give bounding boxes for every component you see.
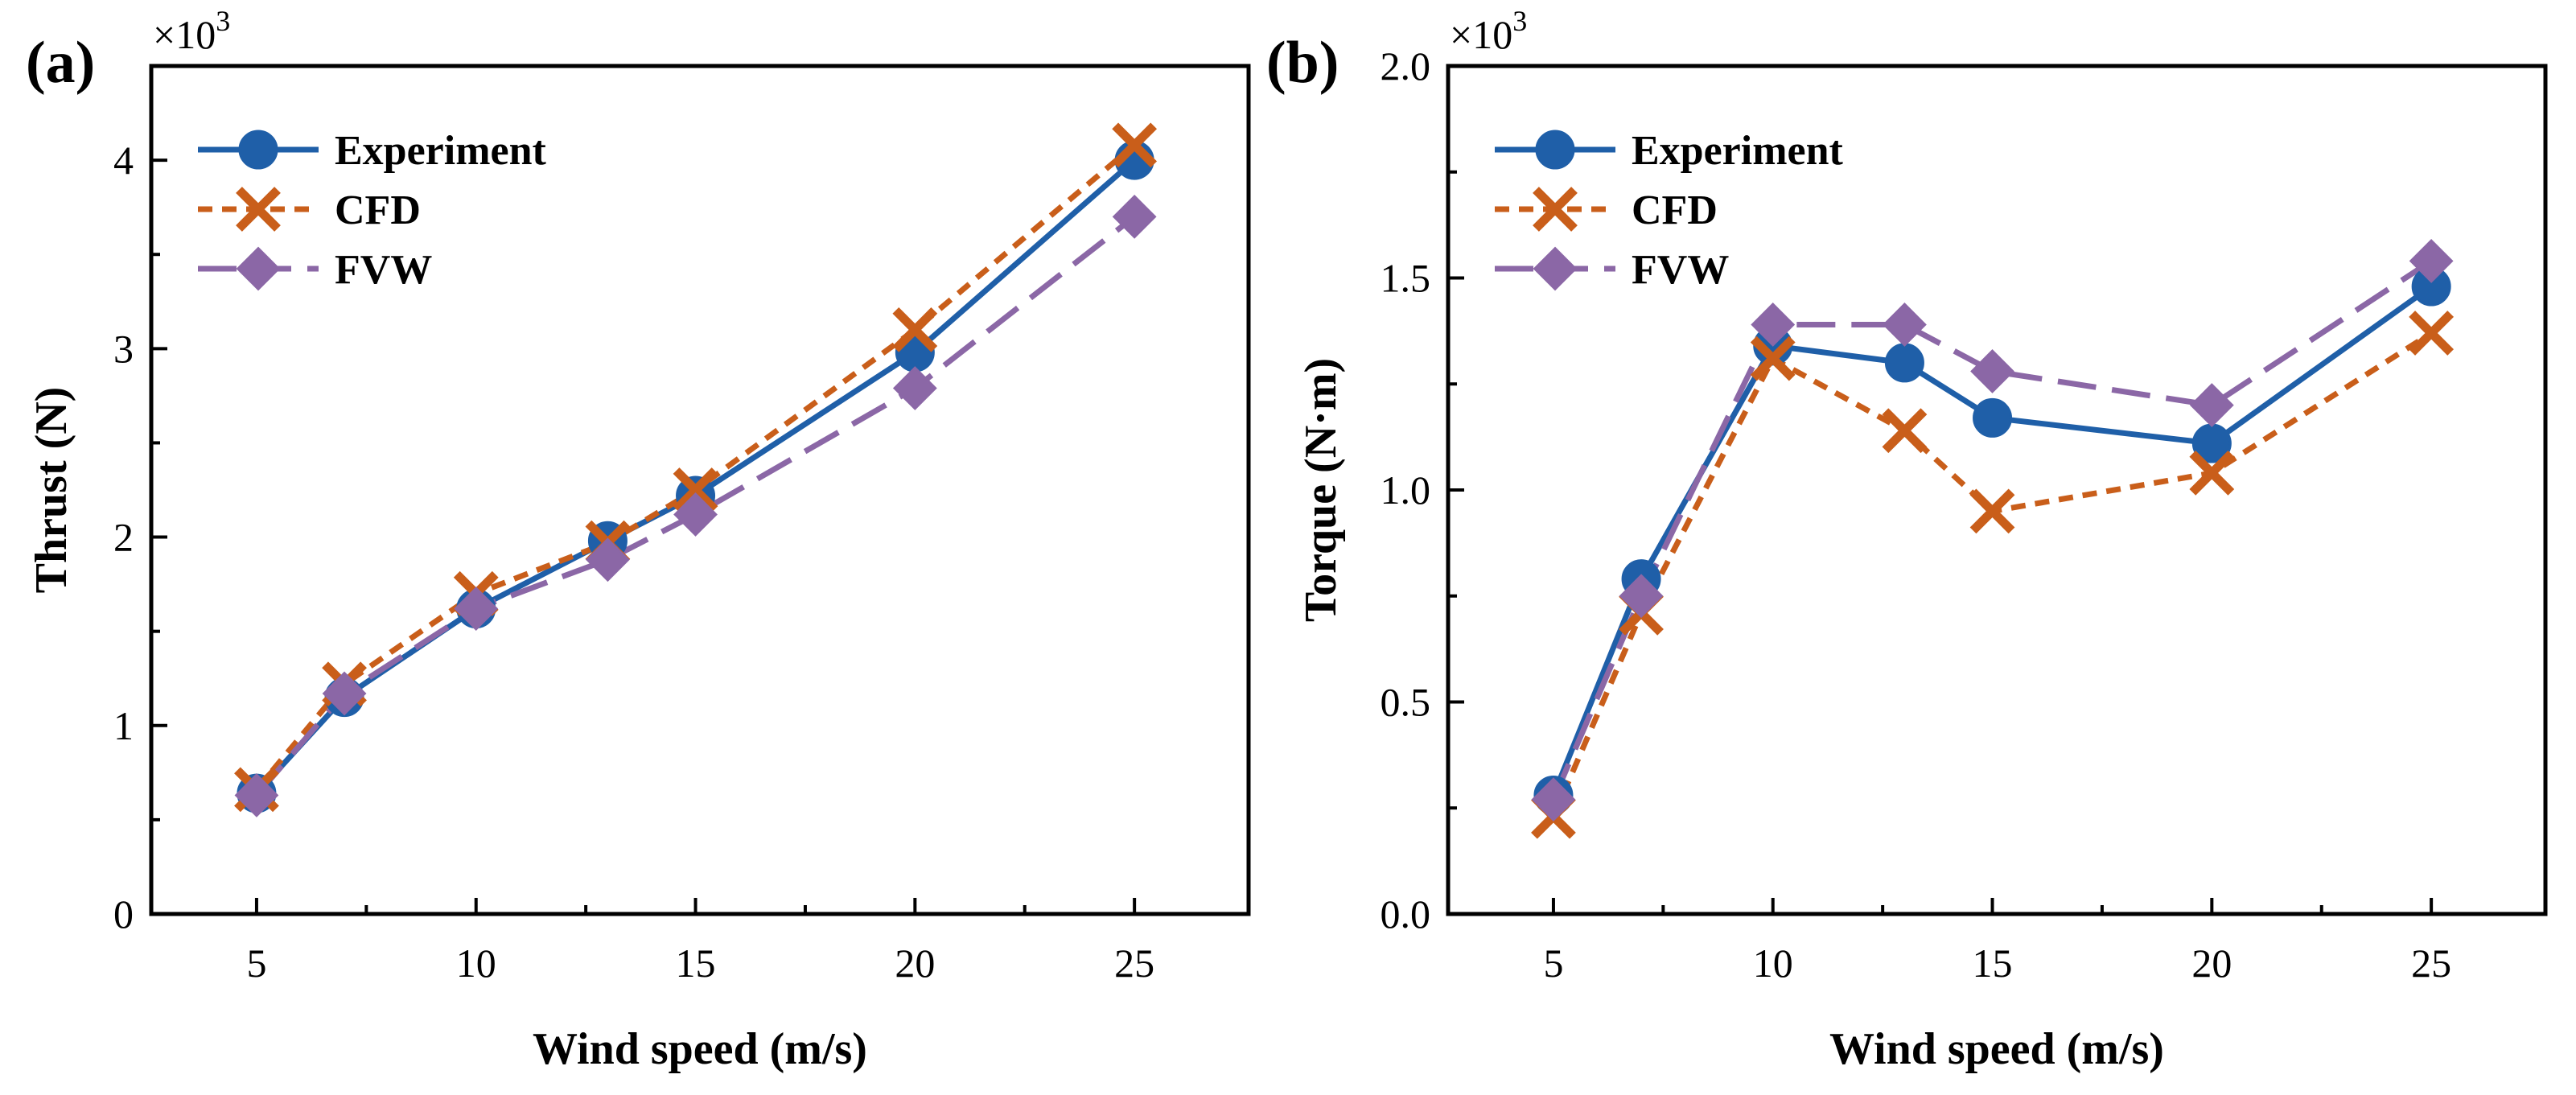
y-axis-title: Torque (N·m) [1296, 358, 1346, 622]
y-tick-label: 3 [113, 326, 134, 371]
y-tick-label: 0.5 [1381, 680, 1431, 725]
marker-cfd [2189, 451, 2235, 496]
legend-label: FVW [1632, 247, 1729, 293]
marker-fvw [2189, 383, 2234, 428]
x-tick-label: 25 [2411, 941, 2451, 986]
panel-label: (a) [26, 30, 95, 96]
legend-marker-cfd [1533, 187, 1578, 232]
y-tick-label: 1.0 [1381, 467, 1431, 513]
x-tick-label: 25 [1114, 941, 1154, 986]
marker-cfd [1969, 488, 2015, 534]
legend-label: Experiment [335, 128, 547, 174]
marker-fvw [1619, 574, 1664, 619]
legend-marker-experiment [1535, 130, 1575, 170]
marker-fvw [1751, 303, 1796, 347]
plot-frame [149, 64, 1251, 916]
x-tick-label: 5 [1543, 941, 1563, 986]
y-tick-label: 0.0 [1381, 891, 1431, 937]
plot-frame [1446, 64, 2548, 916]
marker-fvw [1531, 777, 1576, 822]
legend-label: CFD [335, 187, 421, 233]
y-tick-label: 1 [113, 703, 134, 748]
y-multiplier-label: ×103 [153, 5, 230, 57]
series-line-cfd [254, 142, 1137, 792]
marker-experiment [1973, 397, 2013, 438]
legend-marker-cfd [236, 187, 281, 232]
y-tick-label: 2 [113, 515, 134, 560]
legend-marker-experiment [238, 130, 278, 170]
legend-marker-fvw [1533, 246, 1578, 291]
marker-fvw [586, 537, 630, 582]
x-tick-label: 20 [2191, 941, 2232, 986]
x-tick-label: 15 [676, 941, 716, 986]
y-axis-title: Thrust (N) [27, 387, 76, 594]
x-tick-label: 5 [246, 941, 266, 986]
legend-label: CFD [1632, 187, 1718, 233]
marker-fvw [2409, 239, 2454, 283]
marker-fvw [673, 492, 718, 537]
x-tick-label: 20 [895, 941, 935, 986]
marker-cfd [2409, 311, 2455, 356]
marker-cfd [1882, 408, 1928, 454]
legend-label: Experiment [1632, 128, 1844, 174]
marker-experiment [1884, 343, 1924, 383]
marker-fvw [454, 587, 499, 631]
marker-fvw [234, 773, 279, 817]
marker-cfd [673, 467, 718, 513]
legend-marker-fvw [236, 246, 281, 291]
x-tick-label: 10 [456, 941, 496, 986]
marker-fvw [322, 671, 367, 716]
marker-cfd [892, 307, 938, 352]
marker-fvw [1883, 303, 1927, 347]
x-axis-title: Wind speed (m/s) [1829, 1024, 2164, 1074]
marker-cfd [1112, 122, 1158, 168]
marker-fvw [1112, 194, 1157, 239]
marker-cfd [1750, 335, 1796, 381]
x-tick-label: 15 [1973, 941, 2013, 986]
legend-label: FVW [335, 247, 432, 293]
chart-panel-b: (b) 5 10 15 20 25 0.0 0.5 1.0 1.5 2.0 ×103 Wind spee… [1266, 5, 2548, 1074]
x-tick-label: 10 [1753, 941, 1793, 986]
y-multiplier-label: ×103 [1450, 5, 1527, 57]
x-axis-title: Wind speed (m/s) [533, 1024, 867, 1074]
marker-fvw [892, 366, 937, 410]
y-tick-label: 1.5 [1381, 256, 1431, 301]
y-tick-label: 2.0 [1381, 43, 1431, 89]
chart-panel-a: (a) 5 10 15 20 25 0 1 2 3 4 ×103 Wind speed (m/s) Thr… [26, 5, 1251, 1074]
panel-label: (b) [1266, 30, 1339, 96]
y-tick-label: 4 [113, 138, 134, 183]
marker-fvw [1970, 349, 2014, 393]
y-tick-label: 0 [113, 891, 134, 937]
